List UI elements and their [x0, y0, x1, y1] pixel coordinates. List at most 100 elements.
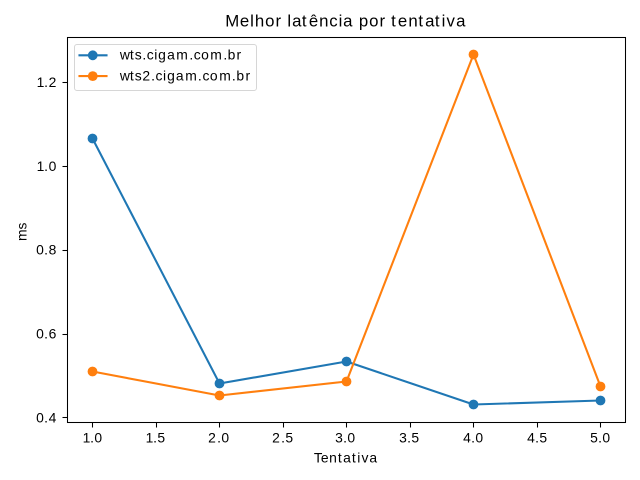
svg-text:r: r — [379, 12, 385, 31]
svg-text:wt: wt — [119, 47, 134, 63]
svg-text:h: h — [255, 12, 264, 31]
svg-text:n: n — [329, 450, 337, 466]
svg-text:2: 2 — [208, 430, 216, 446]
svg-text:r: r — [275, 12, 281, 31]
svg-text:0: 0 — [221, 430, 229, 446]
svg-text:t: t — [352, 450, 356, 466]
svg-text:b: b — [228, 47, 236, 63]
svg-text:a: a — [369, 450, 377, 466]
svg-text:a: a — [176, 68, 184, 84]
svg-text:t: t — [418, 12, 423, 31]
svg-text:.: . — [281, 430, 285, 446]
svg-text:.: . — [598, 430, 602, 446]
svg-text:.: . — [90, 430, 94, 446]
svg-text:a: a — [343, 450, 351, 466]
svg-text:5: 5 — [285, 430, 293, 446]
svg-text:1: 1 — [37, 74, 45, 90]
svg-text:.: . — [189, 47, 193, 63]
svg-text:5: 5 — [157, 430, 165, 446]
svg-text:c: c — [329, 12, 337, 31]
svg-text:.: . — [44, 326, 48, 342]
svg-text:.: . — [471, 430, 475, 446]
svg-text:o: o — [210, 68, 218, 84]
svg-text:e: e — [398, 12, 407, 31]
svg-text:t: t — [338, 450, 342, 466]
svg-text:v: v — [447, 12, 456, 31]
svg-text:wt: wt — [119, 68, 134, 84]
svg-text:c: c — [156, 68, 163, 84]
svg-text:i: i — [154, 47, 157, 63]
svg-text:i: i — [442, 12, 446, 31]
svg-text:1: 1 — [146, 430, 154, 446]
svg-text:0: 0 — [36, 242, 44, 258]
svg-text:a: a — [456, 12, 466, 31]
svg-text:.: . — [198, 68, 202, 84]
svg-text:m: m — [185, 68, 197, 84]
svg-text:5: 5 — [539, 430, 547, 446]
svg-text:2: 2 — [142, 68, 150, 84]
svg-text:.: . — [232, 68, 236, 84]
svg-text:m: m — [219, 68, 231, 84]
svg-text:c: c — [203, 68, 210, 84]
svg-text:4: 4 — [463, 430, 471, 446]
svg-text:g: g — [158, 47, 166, 63]
svg-text:0: 0 — [36, 410, 44, 426]
svg-text:c: c — [147, 47, 154, 63]
svg-text:p: p — [359, 12, 368, 31]
svg-text:0: 0 — [602, 430, 610, 446]
svg-text:2: 2 — [272, 430, 280, 446]
svg-text:4: 4 — [49, 410, 57, 426]
svg-text:b: b — [236, 68, 244, 84]
svg-text:4: 4 — [527, 430, 535, 446]
svg-text:a: a — [292, 12, 302, 31]
svg-text:6: 6 — [49, 326, 57, 342]
svg-text:.: . — [44, 158, 48, 174]
svg-text:l: l — [287, 12, 291, 31]
svg-text:0: 0 — [94, 430, 102, 446]
svg-text:i: i — [357, 450, 360, 466]
svg-text:a: a — [167, 47, 175, 63]
svg-text:g: g — [167, 68, 175, 84]
svg-text:.: . — [217, 430, 221, 446]
svg-text:e: e — [240, 12, 249, 31]
svg-text:8: 8 — [49, 242, 57, 258]
svg-text:m: m — [176, 47, 188, 63]
svg-text:v: v — [362, 450, 369, 466]
svg-text:0: 0 — [36, 326, 44, 342]
svg-text:o: o — [201, 47, 209, 63]
svg-text:2: 2 — [49, 74, 57, 90]
svg-text:.: . — [343, 430, 347, 446]
svg-text:s: s — [135, 68, 142, 84]
svg-text:0: 0 — [475, 430, 483, 446]
svg-text:t: t — [391, 12, 396, 31]
svg-text:i: i — [163, 68, 166, 84]
svg-text:s: s — [14, 222, 30, 229]
svg-text:.: . — [44, 74, 48, 90]
svg-text:M: M — [225, 12, 239, 31]
svg-text:m: m — [210, 47, 222, 63]
svg-text:Te: Te — [314, 450, 329, 466]
svg-text:a: a — [425, 12, 435, 31]
svg-text:.: . — [153, 430, 157, 446]
svg-text:l: l — [250, 12, 254, 31]
svg-text:c: c — [194, 47, 201, 63]
svg-text:r: r — [245, 68, 250, 84]
svg-text:.: . — [535, 430, 539, 446]
svg-text:n: n — [408, 12, 417, 31]
svg-text:a: a — [343, 12, 353, 31]
svg-text:.: . — [44, 242, 48, 258]
svg-text:ê: ê — [309, 12, 318, 31]
svg-text:t: t — [435, 12, 440, 31]
svg-text:.: . — [44, 410, 48, 426]
svg-text:.: . — [407, 430, 411, 446]
svg-text:.: . — [223, 47, 227, 63]
svg-text:.: . — [151, 68, 155, 84]
svg-text:i: i — [339, 12, 343, 31]
svg-text:m: m — [14, 229, 30, 241]
svg-text:5: 5 — [411, 430, 419, 446]
svg-text:0: 0 — [49, 158, 57, 174]
svg-text:o: o — [369, 12, 378, 31]
svg-text:1: 1 — [83, 430, 91, 446]
svg-text:3: 3 — [335, 430, 343, 446]
svg-text:t: t — [302, 12, 307, 31]
